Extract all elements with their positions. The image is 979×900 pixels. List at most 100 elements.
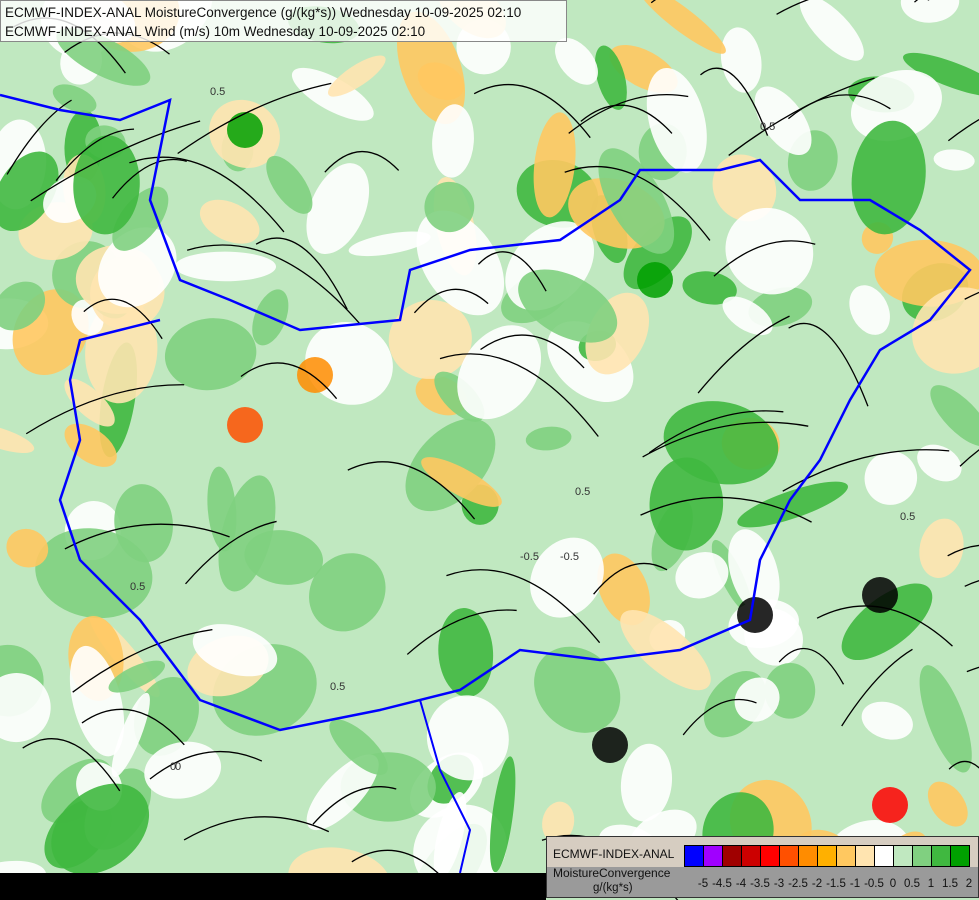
convergence-area	[754, 86, 812, 156]
contour-label: 0.5	[210, 86, 225, 98]
legend-swatch	[913, 846, 932, 866]
convergence-area	[174, 251, 277, 282]
legend-tick-label: -5	[697, 878, 709, 890]
legend-swatch	[856, 846, 875, 866]
wind-streamline	[947, 118, 979, 142]
convergence-area	[675, 552, 729, 599]
legend-tick-label: -4	[735, 878, 747, 890]
wind-streamline	[83, 298, 163, 340]
convergence-core	[737, 597, 773, 633]
convergence-area	[64, 423, 117, 467]
contour-label: 0	[170, 761, 176, 773]
wind-streamline	[700, 67, 769, 136]
convergence-area	[917, 444, 962, 482]
convergence-area	[489, 756, 516, 873]
wind-streamline	[64, 523, 230, 550]
wind-streamline	[406, 609, 517, 655]
convergence-area	[518, 269, 618, 343]
wind-streamline	[185, 520, 277, 585]
contour-label: 0.5	[330, 681, 345, 693]
convergence-area	[416, 210, 505, 316]
convergence-area	[530, 537, 604, 618]
convergence-area	[433, 791, 467, 879]
wind-streamline	[642, 421, 809, 458]
convergence-area	[851, 120, 926, 235]
legend-tick-label: 2	[965, 878, 973, 890]
legend-swatches	[684, 845, 970, 867]
convergence-area	[329, 719, 388, 775]
convergence-area	[594, 45, 627, 110]
legend-tick-label: -0.5	[864, 878, 884, 890]
wind-streamline	[177, 82, 332, 155]
legend-tick-label: -2	[811, 878, 823, 890]
convergence-area	[133, 677, 199, 756]
convergence-area	[525, 426, 572, 451]
convergence-area	[112, 186, 169, 251]
wind-streamline	[324, 150, 400, 173]
convergence-area	[306, 163, 370, 254]
convergence-area	[266, 155, 313, 214]
wind-streamline	[72, 628, 213, 693]
convergence-area	[737, 481, 848, 528]
wind-streamline	[81, 708, 185, 746]
legend-swatch	[932, 846, 951, 866]
convergence-area	[861, 701, 913, 740]
legend-tick-label: -3	[773, 878, 785, 890]
legend-tick-label: -4.5	[712, 878, 732, 890]
convergence-area	[199, 199, 260, 244]
legend-swatch	[761, 846, 780, 866]
contour-label: 0.5	[130, 581, 145, 593]
convergence-area	[912, 287, 979, 374]
convergence-area	[64, 378, 115, 427]
legend-swatch	[780, 846, 799, 866]
wind-streamline	[312, 786, 397, 825]
wind-streamline	[682, 698, 757, 736]
legend-swatch	[875, 846, 894, 866]
convergence-area	[637, 0, 726, 54]
convergence-area	[919, 665, 972, 773]
wind-streamline	[568, 93, 689, 134]
contour-label: 0.5	[575, 486, 590, 498]
convergence-area	[457, 325, 542, 420]
wind-streamline	[439, 353, 599, 437]
legend-tick-label: -3.5	[750, 878, 770, 890]
wind-streamline	[347, 461, 476, 520]
wind-streamline	[778, 647, 845, 685]
wind-streamline	[593, 562, 668, 595]
convergence-area	[424, 181, 475, 233]
convergence-area	[849, 285, 890, 335]
convergence-area	[927, 781, 968, 827]
convergence-area	[555, 37, 598, 85]
legend-tick-label: 0.5	[904, 878, 920, 890]
wind-streamline	[480, 334, 585, 369]
convergence-area	[6, 528, 49, 568]
wind-streamline	[446, 569, 601, 644]
wind-streamline	[477, 251, 547, 292]
convergence-area	[933, 149, 975, 171]
convergence-area	[306, 754, 379, 831]
wind-streamline	[186, 244, 360, 324]
legend-swatch	[723, 846, 742, 866]
convergence-area	[388, 300, 472, 379]
legend-unit: g/(kg*s)	[593, 882, 633, 894]
wind-streamline	[713, 240, 816, 277]
wind-streamline	[841, 648, 913, 727]
country-border	[0, 93, 972, 732]
legend-swatch	[685, 846, 704, 866]
convergence-area	[0, 281, 46, 331]
legend-swatch	[704, 846, 723, 866]
convergence-core	[297, 357, 333, 393]
convergence-area	[712, 154, 777, 222]
wind-streamline	[30, 120, 201, 202]
map-bottom-edge	[0, 873, 546, 900]
convergence-area	[864, 451, 918, 505]
legend-tick-label: -1	[849, 878, 861, 890]
convergence-area	[720, 27, 762, 93]
convergence-area	[597, 553, 650, 626]
convergence-area	[734, 677, 780, 722]
legend-swatch	[742, 846, 761, 866]
legend-swatch	[799, 846, 818, 866]
convergence-area	[218, 475, 276, 592]
title-wind: ECMWF-INDEX-ANAL Wind (m/s) 10m Wednesda…	[5, 24, 426, 39]
